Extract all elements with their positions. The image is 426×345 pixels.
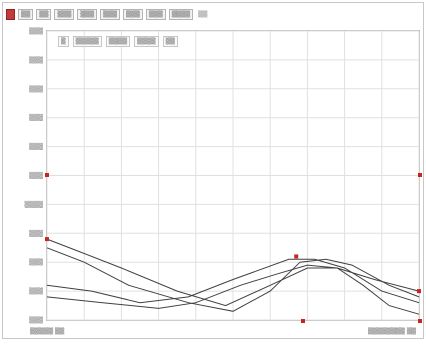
right-edge-handle[interactable] <box>418 173 422 177</box>
y-tick-label: ▒▒▒ <box>29 258 43 266</box>
toolbar-button-0[interactable] <box>6 8 15 20</box>
y-tick-label: ▒▒▒ <box>29 114 43 122</box>
series-line-2 <box>46 247 420 312</box>
footer-right-label: ▒▒▒▒▒▒▒▒ ▒▒ <box>368 327 416 335</box>
y-tick-label: ▒▒▒ <box>29 172 43 180</box>
legend-entry-0: ▒ <box>58 36 69 47</box>
y-tick-label: ▒▒▒▒ <box>25 200 44 208</box>
series-line-3 <box>46 258 420 304</box>
toolbar-status: ▒▒ <box>198 10 208 18</box>
series-lines <box>46 238 420 315</box>
toolbar-button-7[interactable]: ▒▒▒ <box>145 8 166 20</box>
y-tick-label: ▒▒▒ <box>29 316 43 324</box>
left-edge-handle[interactable] <box>45 173 49 177</box>
data-marker-0[interactable] <box>45 237 49 242</box>
chart-legend: ▒ ▒▒▒▒▒ ▒▒▒▒ ▒▒▒▒ ▒▒ <box>58 36 178 47</box>
legend-entry-2: ▒▒▒▒ <box>105 36 131 47</box>
toolbar-button-8[interactable]: ▒▒▒▒ <box>168 8 194 20</box>
y-tick-label: ▒▒▒ <box>29 229 43 237</box>
toolbar-button-4[interactable]: ▒▒▒ <box>77 8 98 20</box>
y-tick-labels: ▒▒▒▒▒▒▒▒▒▒▒▒▒▒▒▒▒▒▒▒▒▒▒▒▒▒▒▒▒▒▒▒▒▒ <box>25 27 44 324</box>
footer-left-label: ▒▒▒▒▒ ▒▒ <box>30 327 65 335</box>
toolbar-button-6[interactable]: ▒▒▒ <box>123 8 143 20</box>
y-tick-label: ▒▒▒ <box>29 85 43 93</box>
legend-entry-4: ▒▒ <box>162 36 178 47</box>
data-marker-1[interactable] <box>294 254 299 259</box>
toolbar-button-2[interactable]: ▒▒ <box>36 8 52 20</box>
data-markers[interactable] <box>45 237 421 294</box>
y-tick-label: ▒▒▒ <box>29 143 43 151</box>
outer-border <box>2 2 424 339</box>
toolbar-button-1[interactable]: ▒▒ <box>18 8 34 20</box>
series-line-4 <box>46 264 420 309</box>
bottom-right-handle[interactable] <box>418 319 422 323</box>
legend-entry-1: ▒▒▒▒▒ <box>72 36 102 47</box>
y-tick-label: ▒▒▒ <box>29 287 43 295</box>
bottom-center-handle[interactable] <box>301 319 305 323</box>
toolbar-button-3[interactable]: ▒▒▒ <box>54 8 75 20</box>
data-marker-2[interactable] <box>417 289 421 294</box>
y-tick-label: ▒▒▒ <box>29 27 43 35</box>
toolbar-button-5[interactable]: ▒▒▒ <box>100 8 120 20</box>
grid-lines <box>46 30 420 321</box>
legend-entry-3: ▒▒▒▒ <box>134 36 159 47</box>
chart-toolbar: ▒▒ ▒▒ ▒▒▒ ▒▒▒ ▒▒▒ ▒▒▒ ▒▒▒ ▒▒▒▒ ▒▒ <box>6 6 207 22</box>
series-line-1 <box>46 238 420 315</box>
y-tick-label: ▒▒▒ <box>29 56 43 64</box>
